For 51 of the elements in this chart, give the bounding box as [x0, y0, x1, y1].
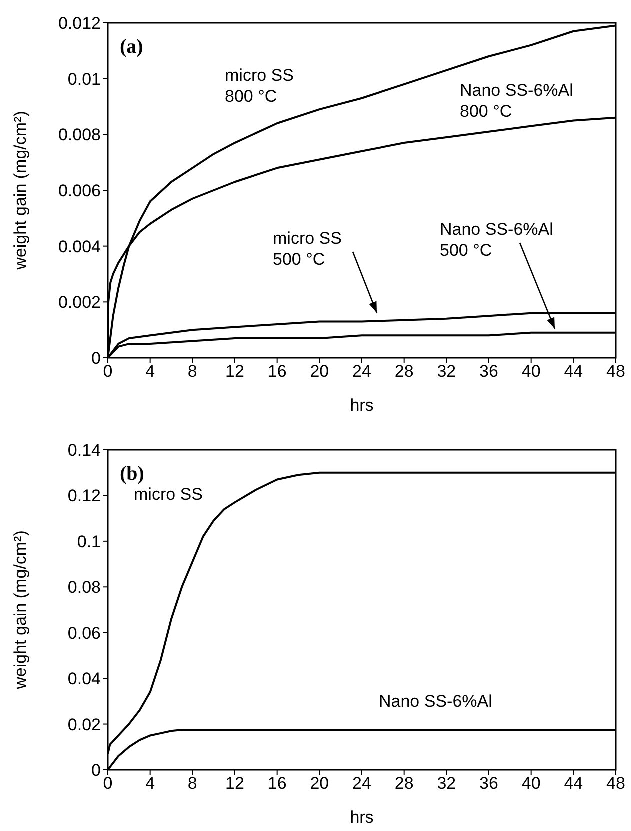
x-tick-label: 12 [226, 362, 244, 382]
x-tick-label: 28 [394, 362, 414, 382]
y-tick-label: 0.008 [58, 126, 101, 145]
x-tick-label: 4 [146, 362, 156, 382]
y-tick-label: 0.004 [58, 237, 101, 256]
x-tick-label: 16 [268, 362, 287, 382]
text: Nano SS-6%Al 500 °C [440, 220, 554, 260]
x-tick-label: 32 [437, 362, 456, 382]
y-axis-title: weight gain (mg/cm²) [11, 111, 30, 271]
x-tick-label: 40 [522, 774, 541, 794]
y-tick-label: 0 [92, 761, 101, 780]
y-tick-label: 0.02 [68, 715, 101, 734]
x-tick-label: 4 [146, 774, 156, 794]
x-tick-label: 20 [310, 774, 330, 794]
x-tick-label: 24 [352, 774, 372, 794]
x-tick-label: 20 [310, 362, 330, 382]
x-tick-label: 24 [352, 362, 372, 382]
y-tick-label: 0.06 [68, 624, 101, 643]
x-tick-label: 12 [226, 774, 244, 794]
y-tick-label: 0 [92, 349, 101, 368]
text: (b) [120, 463, 144, 485]
y-tick-label: 0.006 [58, 182, 101, 201]
x-axis-title: hrs [350, 808, 374, 827]
text: micro SS 500 °C [273, 229, 342, 269]
x-tick-label: 36 [480, 774, 498, 794]
x-tick-label: 40 [522, 362, 541, 382]
x-tick-label: 28 [394, 774, 414, 794]
series-label: Nano SS-6%Al [379, 692, 492, 711]
x-tick-label: 36 [480, 362, 498, 382]
x-tick-label: 44 [564, 774, 584, 794]
x-tick-label: 8 [188, 362, 198, 382]
y-axis-title: weight gain (mg/cm²) [11, 530, 30, 690]
series-label: micro SS [134, 485, 203, 504]
x-tick-label: 48 [606, 362, 626, 382]
y-tick-label: 0.08 [68, 578, 101, 598]
y-tick-label: 0.012 [58, 14, 101, 34]
y-tick-label: 0.14 [68, 441, 101, 460]
x-tick-label: 48 [606, 774, 626, 794]
y-tick-label: 0.01 [68, 70, 101, 89]
y-tick-label: 0.12 [68, 486, 101, 506]
x-tick-label: 44 [564, 362, 584, 382]
series-label: Nano SS-6%Al 800 °C [460, 81, 574, 121]
x-tick-label: 8 [188, 774, 198, 794]
x-tick-label: 32 [437, 774, 456, 794]
y-tick-label: 0.1 [77, 532, 101, 552]
text: (a) [120, 36, 144, 58]
x-tick-label: 16 [268, 774, 287, 794]
series-label: micro SS 800 °C [225, 66, 294, 106]
x-axis-title: hrs [350, 396, 374, 415]
y-tick-label: 0.002 [58, 293, 101, 312]
y-tick-label: 0.04 [68, 670, 101, 689]
